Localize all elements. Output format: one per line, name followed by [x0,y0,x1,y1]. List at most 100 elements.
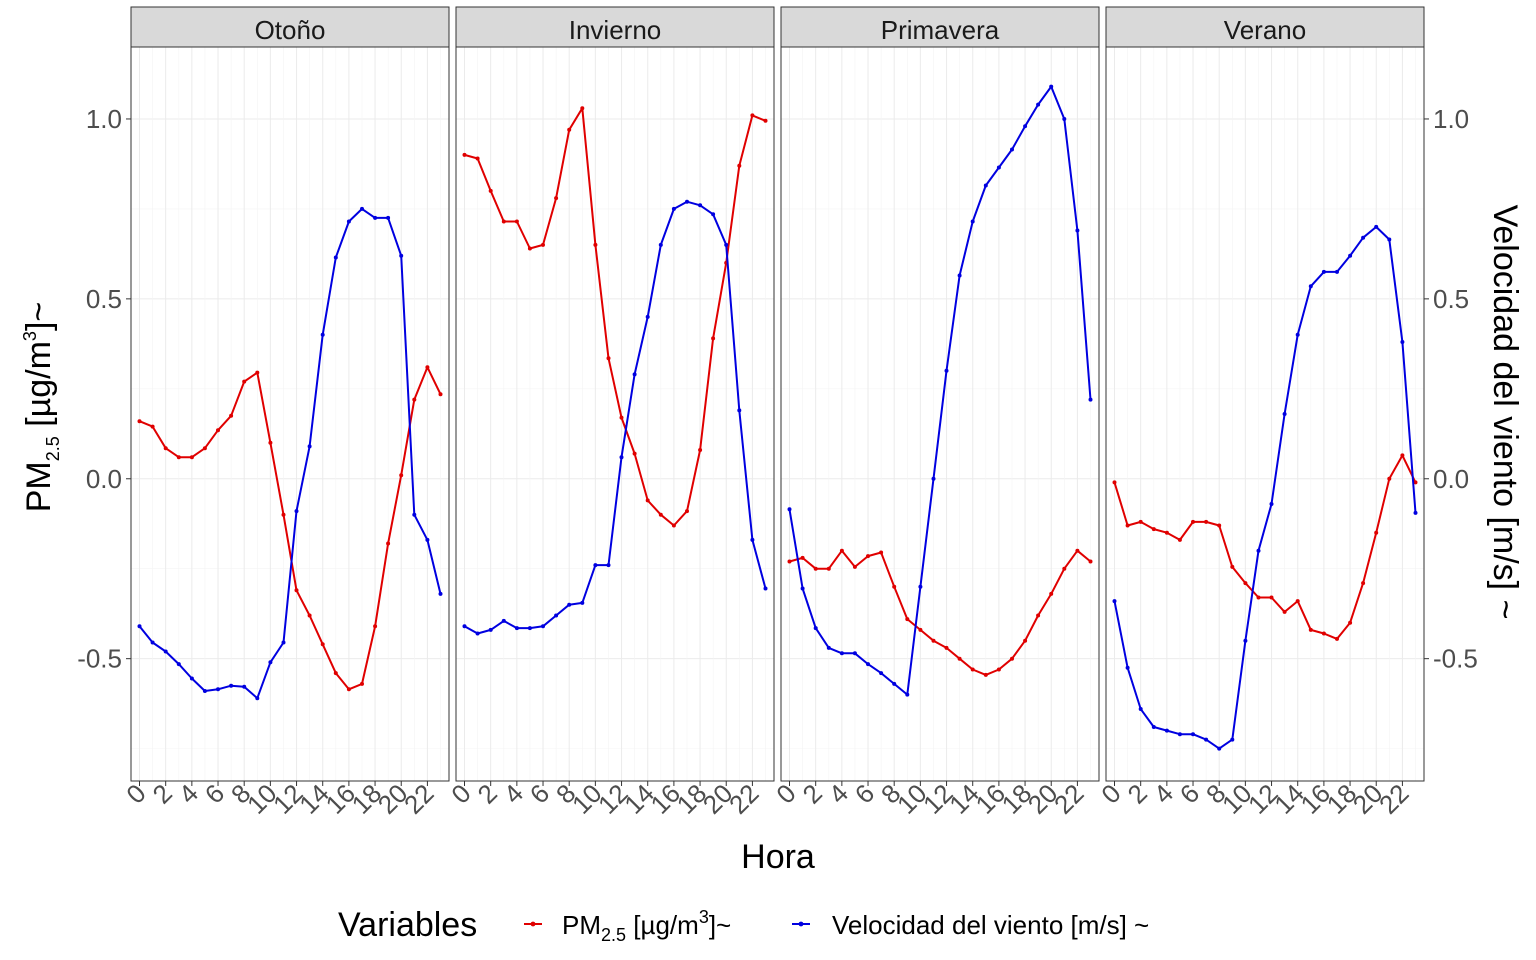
data-point [826,645,831,650]
x-tick-label: 22 [723,778,765,820]
data-point [202,446,207,451]
x-tick-label: 22 [398,778,440,820]
data-point [750,537,755,542]
data-point [1088,397,1093,402]
data-point [346,687,351,692]
data-point [294,588,299,593]
data-point [462,624,467,629]
legend-item-wind[interactable]: Velocidad del viento [m/s] ~ [792,910,1149,940]
data-point [1387,476,1392,481]
data-point [658,512,663,517]
data-point [763,118,768,123]
data-point [787,559,792,564]
data-point [1400,453,1405,458]
data-point [1282,412,1287,416]
data-point [970,219,975,224]
svg-text:PM2.5 [µg/m3]~: PM2.5 [µg/m3]~ [20,302,63,513]
data-point [1164,728,1169,733]
data-point [1295,599,1300,604]
data-point [1036,102,1041,107]
data-point [750,113,755,118]
data-point [150,640,155,645]
data-point [386,541,391,546]
panel-border [1105,46,1425,782]
series-pm25-verano [1112,453,1418,641]
data-point [1308,627,1313,632]
data-point [852,651,857,656]
data-point [711,212,716,217]
data-point [619,415,624,420]
y-axis-title-right: Velocidad del viento [m/s] ~ [1486,205,1524,620]
data-point [1075,548,1080,553]
data-point [1088,559,1093,564]
data-point [1125,523,1130,528]
data-point [698,448,703,452]
data-point [839,651,844,656]
gridlines-y [781,118,1099,749]
data-point [813,566,818,571]
data-point [163,446,168,451]
data-point [281,640,286,645]
data-point [1062,566,1067,571]
gridlines-y [456,118,774,749]
data-point [1112,599,1117,604]
data-point [944,645,949,650]
series-wind-otono [137,206,443,701]
data-point [813,626,818,631]
data-point [1138,707,1143,711]
data-point [268,440,273,445]
x-axis-title: Hora [741,838,815,876]
data-point [892,681,897,686]
data-point [892,584,897,589]
data-point [307,613,312,618]
data-point [527,626,532,631]
series-line [138,207,442,700]
data-point [1361,581,1366,586]
data-point [879,550,884,555]
data-point [216,687,220,692]
data-point [320,332,325,337]
data-point [685,199,689,204]
data-point [724,242,729,247]
series-line [788,85,1092,696]
data-point [501,219,506,224]
gridlines-y [1106,118,1424,749]
data-point [373,624,378,629]
y-tick-label-right: 0.5 [1433,284,1469,314]
gridlines-y [131,118,449,749]
data-point [320,642,325,647]
y-tick-label-left: 1.0 [86,104,122,134]
data-point [698,203,703,208]
data-point [1049,84,1054,89]
data-point [1204,519,1209,524]
data-point [606,356,611,361]
series-line [1113,454,1417,640]
data-point [360,206,364,211]
data-point [567,602,572,607]
data-point [176,455,181,460]
series-wind-verano [1112,224,1418,751]
data-point [1151,725,1156,729]
data-point [412,397,417,402]
data-point [632,451,637,456]
x-tick-label: 2 [796,778,827,809]
legend-item-pm25[interactable]: PM2.5 [µg/m3]~ [524,907,731,945]
strip-label-verano: Verano [1224,15,1306,45]
series-pm25-primavera [787,548,1093,677]
x-tick-label: 0 [120,778,151,809]
data-point [1321,631,1326,636]
data-point [333,255,338,260]
data-point [216,428,220,433]
legend-label-wind: Velocidad del viento [m/s] ~ [832,910,1149,940]
data-point [593,563,598,568]
y-axis-right: 1.0 0.5 0.0 -0.5 [1424,104,1478,674]
data-point [983,183,988,188]
data-point [996,667,1001,672]
y-tick-label-right: -0.5 [1433,644,1478,674]
